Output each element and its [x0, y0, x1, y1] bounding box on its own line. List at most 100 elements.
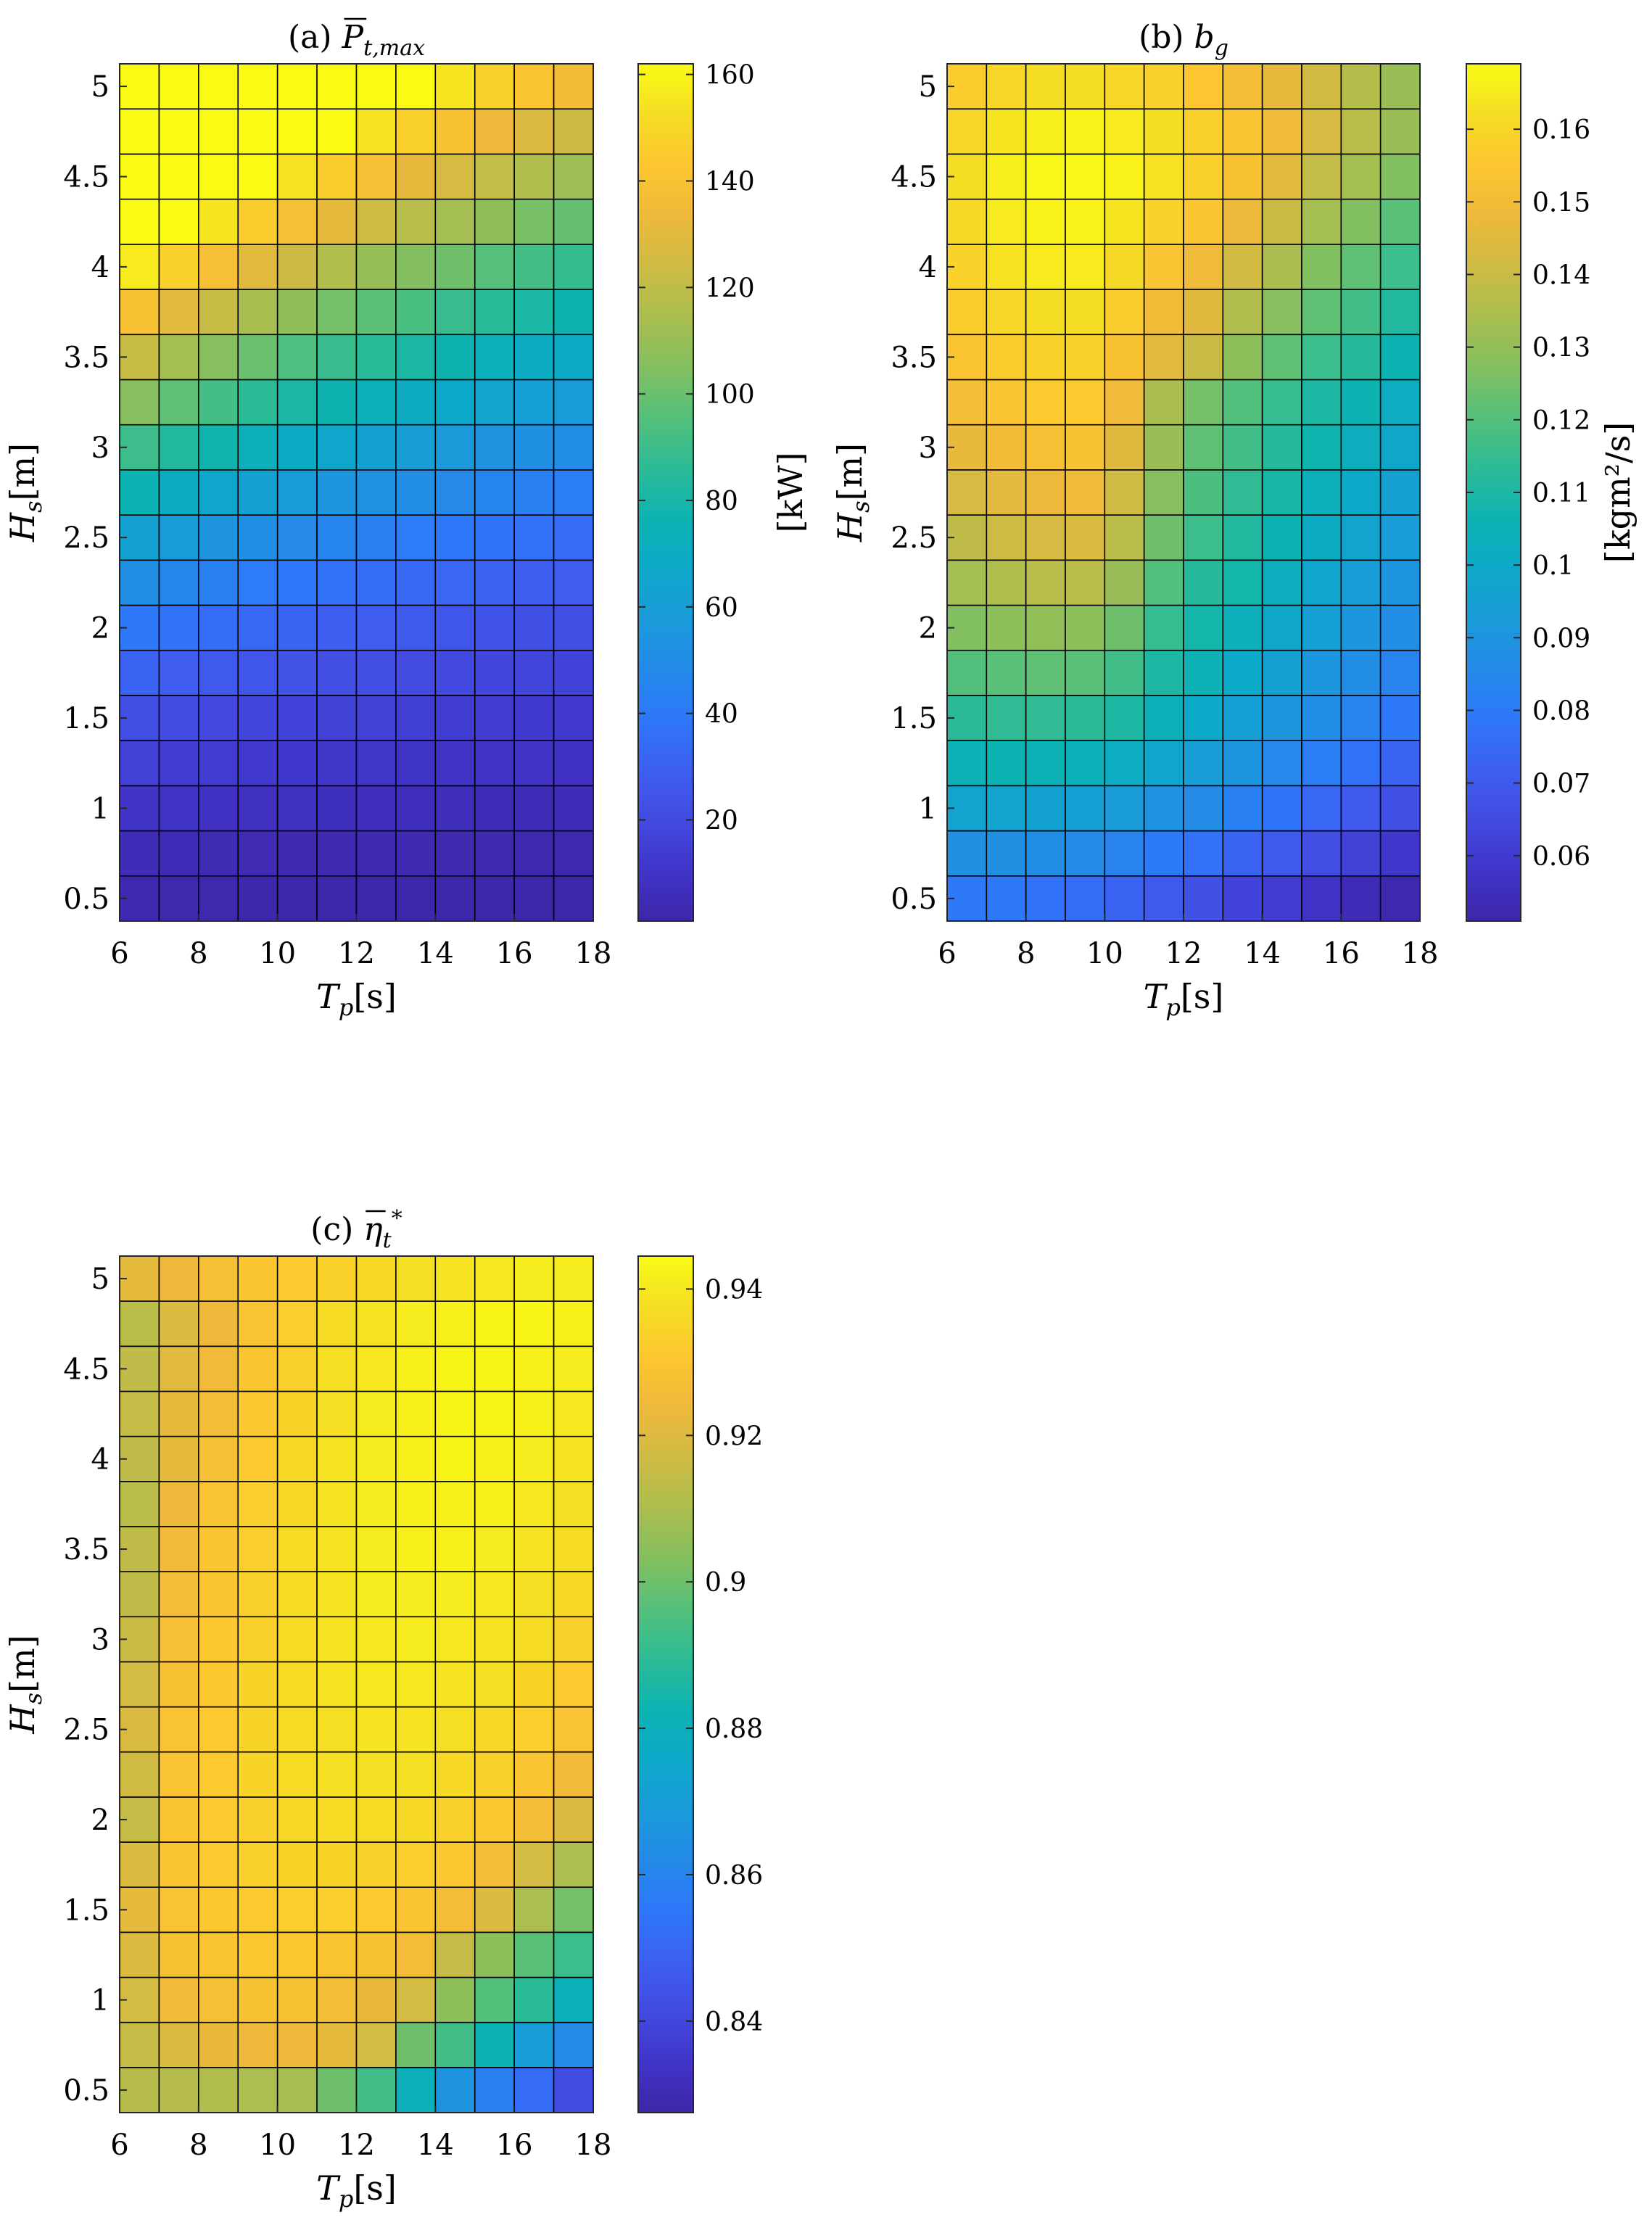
heatmap-cell	[553, 1796, 594, 1843]
heatmap-cell	[237, 1841, 278, 1888]
heatmap-cell	[474, 514, 515, 561]
x-tick-label: 10	[259, 937, 296, 970]
heatmap-cell	[474, 379, 515, 426]
heatmap-cell	[1222, 785, 1263, 832]
heatmap-cell	[474, 559, 515, 606]
heatmap-cell	[395, 63, 437, 110]
heatmap-cell	[1025, 289, 1066, 336]
heatmap-cell	[1065, 875, 1106, 922]
heatmap-cell	[1261, 379, 1302, 426]
heatmap-cell	[316, 108, 358, 155]
heatmap-cell	[474, 875, 515, 922]
heatmap-cell	[395, 1300, 437, 1347]
heatmap-cell	[237, 1255, 278, 1302]
heatmap-cell	[1065, 244, 1106, 290]
heatmap-cell	[1143, 153, 1184, 200]
y-tick-label: 2.5	[891, 521, 937, 555]
heatmap-cell	[1025, 244, 1066, 290]
heatmap-cell	[553, 649, 594, 696]
heatmap-cell	[355, 1480, 397, 1527]
heatmap-cell	[198, 2067, 239, 2113]
heatmap-cell	[513, 1841, 555, 1888]
heatmap-cell	[355, 334, 397, 381]
heatmap-cell	[198, 63, 239, 110]
heatmap-cell	[946, 649, 988, 696]
heatmap-cell	[276, 1300, 318, 1347]
heatmap-cell	[355, 2021, 397, 2068]
heatmap-cell	[1025, 379, 1066, 426]
heatmap-cell	[1104, 424, 1145, 471]
heatmap-cell	[1379, 424, 1421, 471]
heatmap-cell	[1379, 785, 1421, 832]
heatmap-cell	[434, 63, 476, 110]
heatmap-cell	[395, 153, 437, 200]
heatmap-cell	[434, 514, 476, 561]
heatmap-cell	[316, 63, 358, 110]
heatmap-cell	[513, 1976, 555, 2023]
heatmap-cell	[158, 1706, 199, 1753]
heatmap-cell	[237, 1345, 278, 1392]
heatmap-cell	[553, 198, 594, 245]
heatmap-cell	[1143, 469, 1184, 516]
heatmap-cell	[513, 2021, 555, 2068]
heatmap-cell	[513, 785, 555, 832]
heatmap-cell	[513, 1345, 555, 1392]
heatmap-cell	[1222, 649, 1263, 696]
colorbar-tick-label: 140	[705, 168, 755, 197]
heatmap-cell	[553, 1390, 594, 1437]
heatmap-cell	[553, 1526, 594, 1572]
heatmap-cell	[474, 289, 515, 336]
heatmap-cell	[198, 1886, 239, 1933]
heatmap-cell	[1261, 830, 1302, 877]
heatmap-cell	[1340, 875, 1382, 922]
colorbar-tick-label: 0.86	[705, 1861, 763, 1891]
heatmap-cell	[355, 604, 397, 651]
heatmap-cell	[198, 1526, 239, 1572]
heatmap-cell	[553, 469, 594, 516]
heatmap-cell	[1065, 198, 1106, 245]
heatmap-cell	[1261, 63, 1302, 110]
heatmap-cell	[1104, 875, 1145, 922]
heatmap-cell	[198, 153, 239, 200]
y-tick-label: 5	[919, 70, 937, 104]
heatmap-cell	[1301, 198, 1342, 245]
y-tick-label: 1	[91, 1984, 110, 2018]
heatmap-cell	[276, 2021, 318, 2068]
heatmap-cell	[1222, 830, 1263, 877]
heatmap-cell	[1261, 740, 1302, 787]
heatmap-cell	[316, 1300, 358, 1347]
heatmap-cell	[237, 334, 278, 381]
heatmap-cell	[1143, 334, 1184, 381]
heatmap-cell	[1143, 875, 1184, 922]
heatmap-cell	[1065, 289, 1106, 336]
heatmap-cell	[1143, 244, 1184, 290]
x-tick-label: 6	[110, 937, 128, 970]
heatmap-cell	[355, 1796, 397, 1843]
heatmap-cell	[316, 289, 358, 336]
heatmap-cell	[1183, 604, 1224, 651]
heatmap-cell	[237, 153, 278, 200]
heatmap-cell	[553, 1661, 594, 1708]
heatmap-cell	[1065, 740, 1106, 787]
heatmap-cell	[1025, 785, 1066, 832]
colorbar-tick-label: 0.07	[1532, 769, 1590, 799]
chart-title: (a) Pt,max	[288, 19, 425, 61]
heatmap-cell	[1301, 785, 1342, 832]
heatmap-cell	[276, 649, 318, 696]
heatmap-cell	[553, 108, 594, 155]
heatmap-cell	[1104, 469, 1145, 516]
heatmap-cell	[395, 785, 437, 832]
heatmap-cell	[395, 649, 437, 696]
heatmap-cell	[395, 1886, 437, 1933]
heatmap-cell	[276, 108, 318, 155]
heatmap-cell	[1143, 740, 1184, 787]
colorbar-tick-label: 0.88	[705, 1714, 763, 1744]
heatmap-cell	[553, 875, 594, 922]
heatmap-cell	[513, 514, 555, 561]
heatmap-cell	[237, 1435, 278, 1482]
heatmap-cell	[474, 1841, 515, 1888]
heatmap-cell	[158, 1886, 199, 1933]
heatmap-cell	[1025, 559, 1066, 606]
heatmap-cell	[237, 1571, 278, 1618]
heatmap-cell	[474, 1571, 515, 1618]
